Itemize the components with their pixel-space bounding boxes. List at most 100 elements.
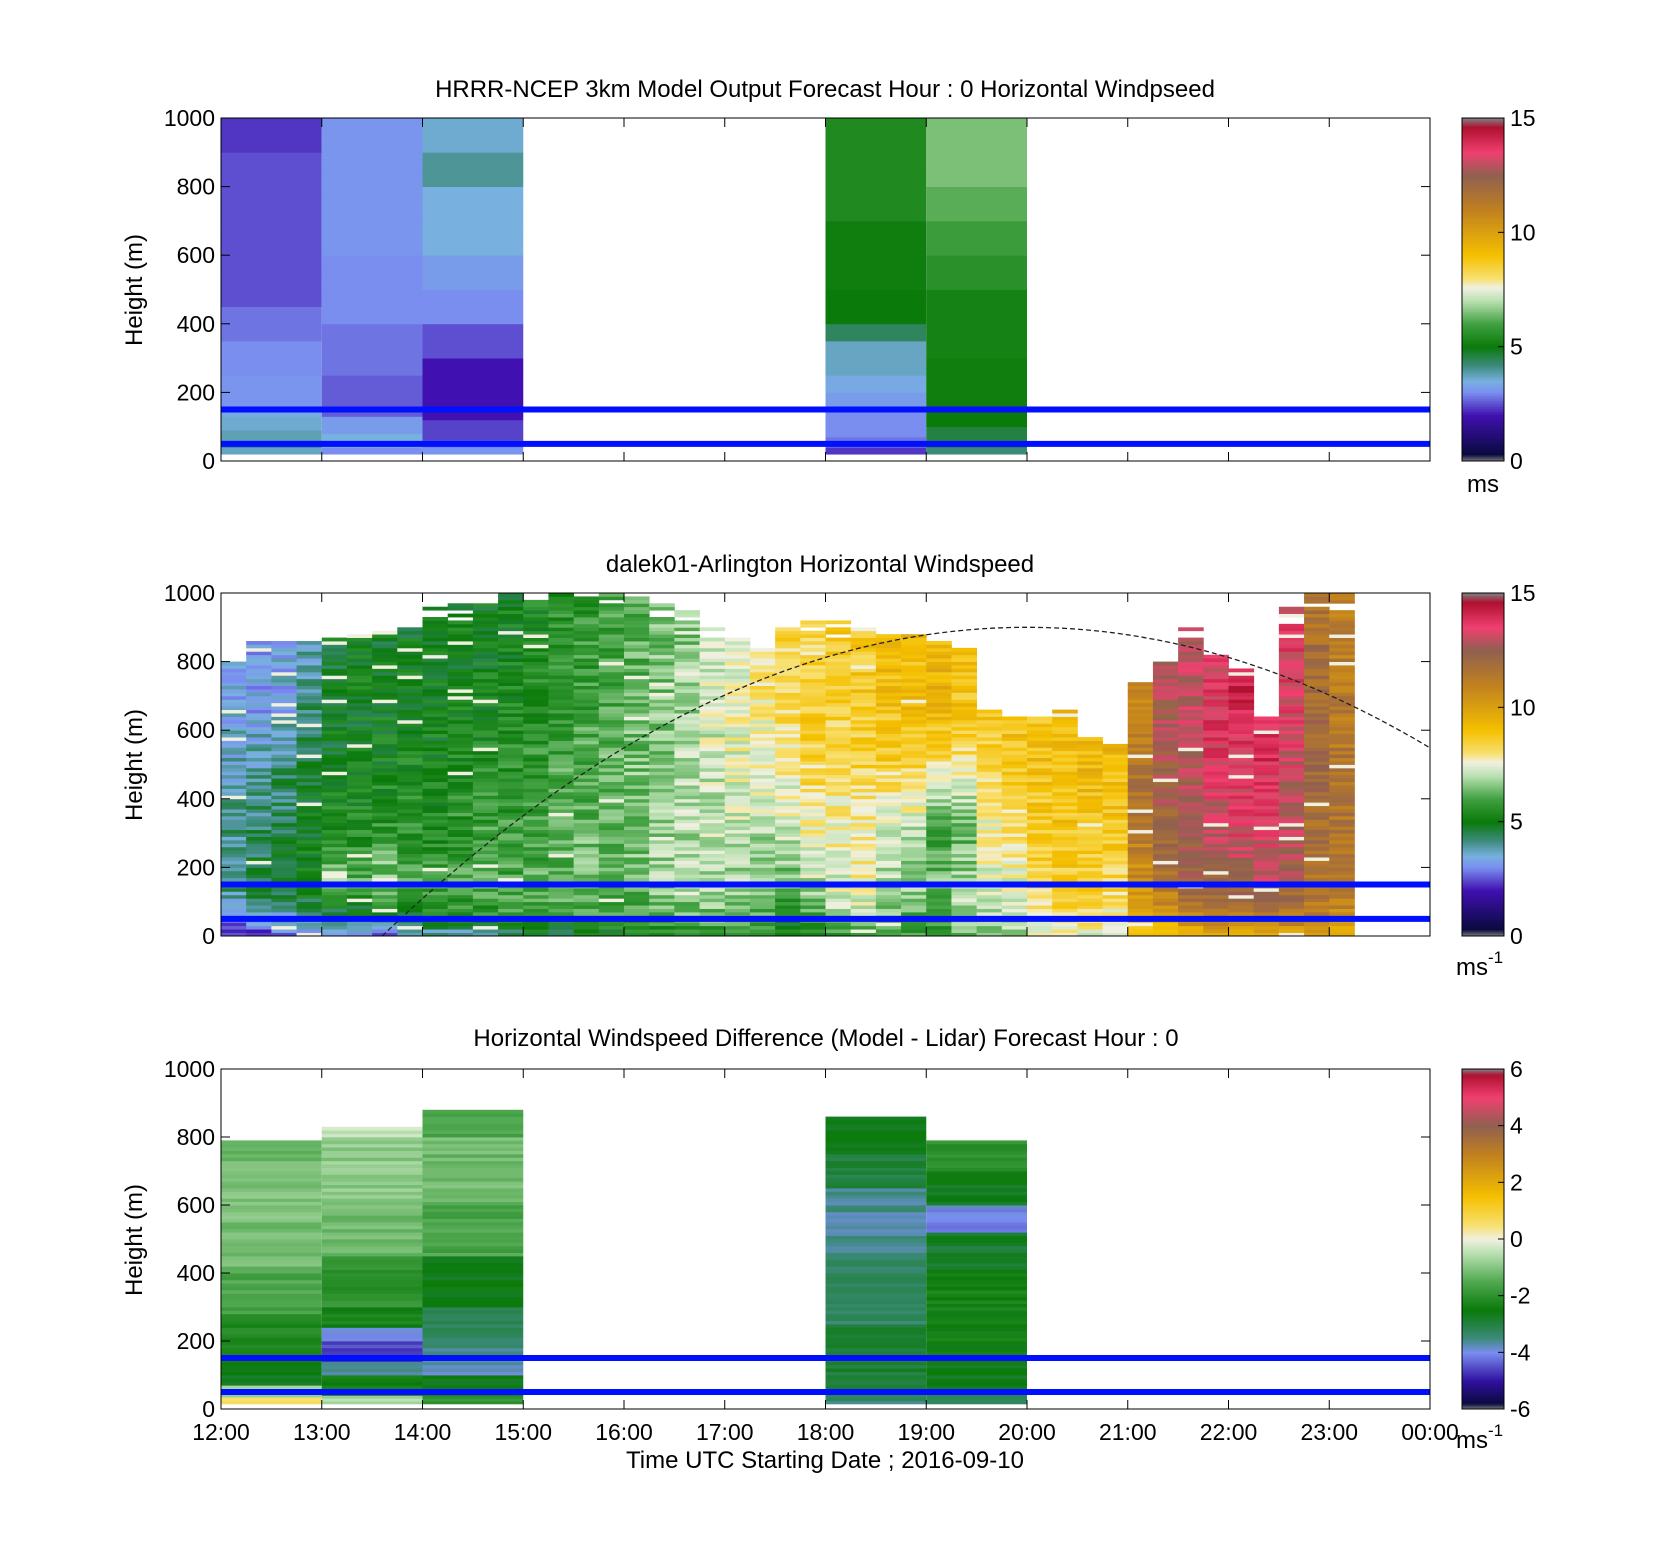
heatmap-cell (951, 839, 978, 844)
heatmap-cell (875, 774, 902, 779)
heatmap-cell (1304, 860, 1330, 865)
heatmap-cell (649, 798, 675, 803)
heatmap-cell (397, 627, 423, 632)
heatmap-cell (976, 911, 1003, 916)
heatmap-cell (1077, 932, 1103, 936)
heatmap-cell (346, 689, 373, 693)
heatmap-cell (372, 911, 398, 916)
heatmap-cell (422, 860, 449, 865)
heatmap-cell (523, 641, 549, 645)
heatmap-cell (951, 826, 978, 831)
heatmap-cell (926, 227, 1027, 232)
heatmap-cell (321, 1205, 423, 1209)
heatmap-cell (951, 754, 978, 759)
heatmap-cell (825, 826, 852, 831)
heatmap-cell (523, 843, 549, 848)
heatmap-cell (472, 771, 499, 776)
heatmap-cell (1001, 743, 1028, 748)
heatmap-cell (321, 1279, 423, 1284)
heatmap-cell (825, 340, 927, 345)
heatmap-cell (472, 709, 499, 714)
heatmap-cell (926, 224, 1027, 229)
heatmap-cell (321, 932, 348, 936)
heatmap-cell (850, 798, 877, 803)
heatmap-cell (246, 791, 272, 796)
heatmap-cell (422, 296, 524, 301)
colorbar-segment (1462, 653, 1504, 657)
heatmap-cell (447, 678, 474, 683)
heatmap-cell (598, 685, 625, 690)
heatmap-cell (472, 661, 499, 666)
heatmap-cell (321, 275, 423, 280)
colorbar-segment (1462, 728, 1504, 731)
heatmap-cell (699, 771, 726, 776)
heatmap-cell (624, 617, 650, 621)
heatmap-cell (649, 671, 675, 676)
heatmap-cell (346, 867, 373, 872)
heatmap-cell (1178, 740, 1204, 745)
heatmap-cell (221, 155, 322, 160)
heatmap-cell (926, 761, 952, 765)
heatmap-cell (1278, 706, 1305, 711)
heatmap-cell (422, 1361, 524, 1366)
heatmap-cell (321, 142, 423, 146)
heatmap-cell (321, 898, 348, 903)
colorbar-segment (1462, 438, 1504, 442)
heatmap-cell (1152, 819, 1179, 824)
y-tick-label: 400 (177, 311, 215, 337)
heatmap-cell (372, 771, 398, 776)
heatmap-cell (523, 891, 549, 896)
heatmap-cell (951, 788, 978, 793)
heatmap-cell (422, 887, 449, 892)
colorbar-segment (1462, 142, 1504, 145)
heatmap-cell (548, 730, 575, 735)
heatmap-cell (523, 699, 549, 704)
colorbar-segment (1462, 168, 1504, 171)
heatmap-cell (422, 617, 449, 621)
heatmap-cell (523, 671, 549, 676)
heatmap-cell (1278, 682, 1305, 687)
heatmap-cell (447, 692, 474, 697)
heatmap-cell (1102, 809, 1129, 813)
heatmap-cell (321, 668, 348, 673)
heatmap-cell (1329, 774, 1355, 779)
heatmap-cell (321, 767, 348, 772)
heatmap-cell (724, 665, 751, 669)
colorbar-segment (1462, 921, 1504, 925)
heatmap-cell (221, 1164, 322, 1168)
heatmap-cell (548, 805, 575, 810)
colorbar-segment (1462, 687, 1504, 691)
heatmap-cell (422, 385, 524, 390)
heatmap-cell (523, 678, 549, 683)
heatmap-cell (1152, 757, 1179, 762)
heatmap-cell (1077, 863, 1103, 868)
heatmap-cell (749, 747, 776, 752)
heatmap-cell (699, 887, 726, 892)
heatmap-cell (573, 877, 600, 882)
heatmap-cell (1027, 723, 1053, 728)
heatmap-cell (296, 651, 323, 656)
heatmap-cell (498, 887, 524, 892)
heatmap-cell (800, 781, 826, 786)
heatmap-cell (1329, 867, 1355, 872)
heatmap-cell (548, 761, 575, 765)
heatmap-cell (825, 193, 927, 198)
heatmap-cell (926, 217, 1027, 222)
heatmap-cell (674, 850, 700, 855)
heatmap-cell (1102, 767, 1129, 772)
heatmap-cell (724, 682, 751, 687)
heatmap-cell (1278, 637, 1305, 642)
heatmap-cell (221, 1351, 322, 1355)
heatmap-cell (1304, 833, 1330, 837)
heatmap-cell (850, 682, 877, 687)
heatmap-cell (321, 1225, 423, 1230)
reference-lines (221, 881, 1430, 922)
heatmap-cell (523, 829, 549, 834)
colorbar-segment (1462, 206, 1504, 210)
heatmap-cell (1228, 898, 1255, 903)
heatmap-cell (422, 344, 524, 349)
heatmap-cell (321, 733, 348, 738)
heatmap-cell (1253, 850, 1280, 855)
heatmap-cell (397, 778, 423, 783)
heatmap-cell (422, 750, 449, 755)
